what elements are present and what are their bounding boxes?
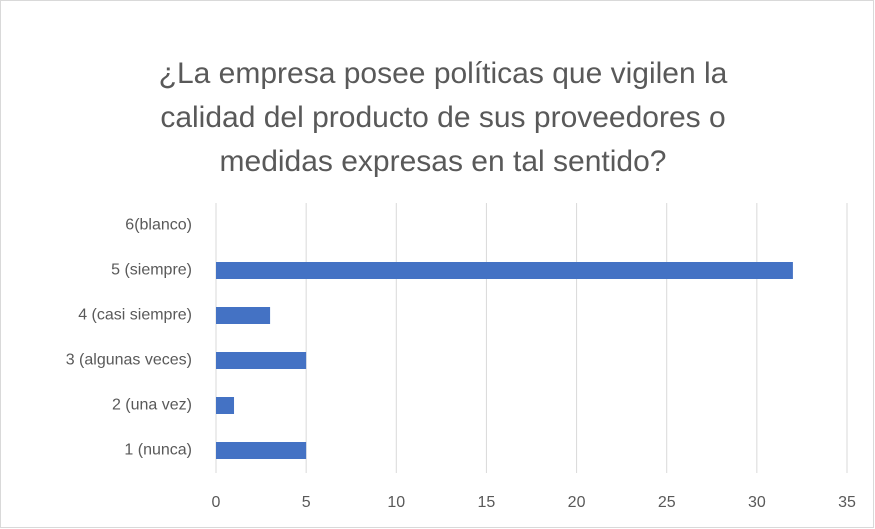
x-tick-label: 30 xyxy=(748,494,766,511)
y-tick-label: 6(blanco) xyxy=(125,217,192,234)
chart-title: ¿La empresa posee políticas que vigilen … xyxy=(159,57,728,90)
bar xyxy=(216,262,793,279)
chart-title: calidad del producto de sus proveedores … xyxy=(160,101,725,134)
y-tick-label: 2 (una vez) xyxy=(112,397,192,414)
y-tick-label: 1 (nunca) xyxy=(124,442,192,459)
bar xyxy=(216,352,307,369)
y-tick-label: 3 (algunas veces) xyxy=(66,352,192,369)
x-tick-label: 20 xyxy=(568,494,586,511)
y-tick-label: 5 (siempre) xyxy=(111,262,192,279)
y-tick-label: 4 (casi siempre) xyxy=(78,307,192,324)
x-tick-label: 5 xyxy=(302,494,311,511)
bar xyxy=(216,397,235,414)
x-tick-label: 0 xyxy=(212,494,221,511)
x-tick-label: 25 xyxy=(658,494,676,511)
bar xyxy=(216,307,271,324)
x-tick-label: 35 xyxy=(838,494,856,511)
x-tick-label: 10 xyxy=(387,494,405,511)
bar xyxy=(216,442,307,459)
x-tick-label: 15 xyxy=(478,494,496,511)
chart-title: medidas expresas en tal sentido? xyxy=(220,145,667,178)
